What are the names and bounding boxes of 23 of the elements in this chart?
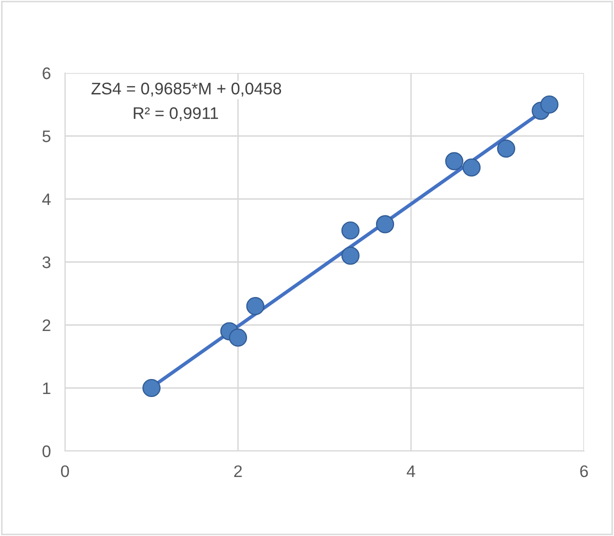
- point: [376, 215, 394, 234]
- point: [341, 246, 360, 265]
- point: [540, 95, 558, 114]
- y-tick-label: 2: [42, 319, 50, 332]
- annotation: ZS4 = 0,9685*M + 0,0458: [91, 82, 282, 96]
- x-tick-label: 4: [406, 466, 416, 477]
- point: [246, 297, 264, 316]
- point: [445, 152, 464, 170]
- point: [462, 158, 481, 177]
- y-tick-label: 3: [42, 256, 50, 268]
- x-tick-label: 2: [234, 465, 242, 477]
- y-tick-label: 4: [42, 194, 51, 206]
- y-tick-label: 0: [42, 445, 50, 458]
- point: [341, 221, 360, 240]
- point: [497, 140, 516, 158]
- y-tick-label: 5: [42, 130, 50, 142]
- y-tick-label: 6: [42, 67, 50, 80]
- point: [228, 328, 248, 347]
- point: [142, 378, 161, 398]
- x-tick-label: 6: [580, 465, 588, 478]
- y-tick-label: 1: [43, 382, 50, 394]
- x-tick-label: 0: [61, 465, 69, 478]
- annotation: R² = 0,9911: [134, 107, 218, 122]
